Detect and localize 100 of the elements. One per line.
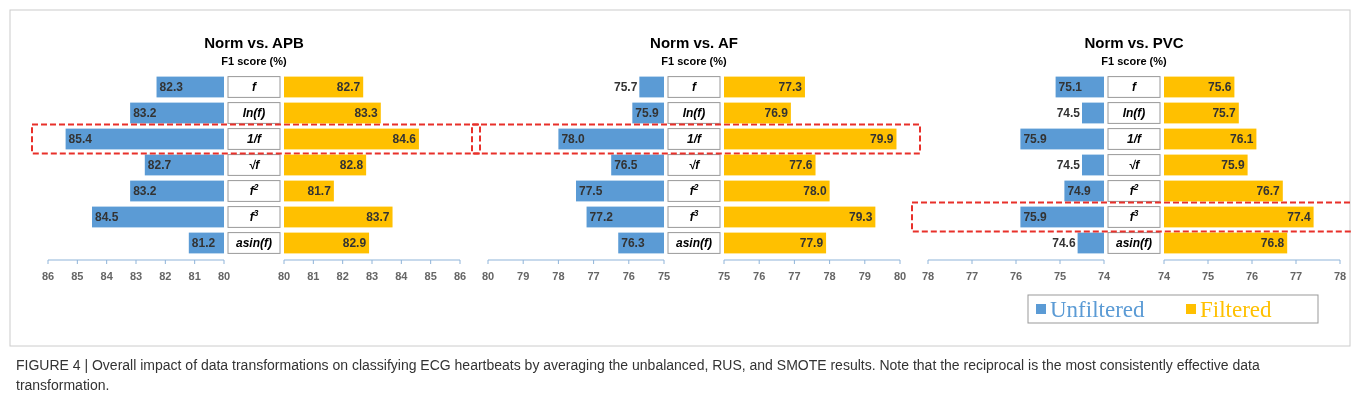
data-label: 77.4 <box>1287 210 1311 225</box>
y-tick-label: 1/f <box>246 132 262 147</box>
x-tick-label: 84 <box>395 270 409 282</box>
y-tick-label: ln(f) <box>1122 106 1146 121</box>
data-label: 77.9 <box>799 236 824 251</box>
x-tick-label: 75 <box>657 270 671 282</box>
chart-title: Norm vs. APB <box>204 34 304 51</box>
data-label: 82.8 <box>339 158 364 173</box>
y-tick-label: ln(f) <box>682 106 706 121</box>
x-tick-label: 86 <box>41 270 55 282</box>
data-label: 76.9 <box>764 106 789 121</box>
x-tick-label: 75 <box>1053 270 1067 282</box>
data-label: 84.6 <box>392 132 417 147</box>
data-label: 78.0 <box>561 132 586 147</box>
data-label: 76.5 <box>614 158 638 173</box>
x-tick-label: 83 <box>129 270 143 282</box>
y-tick-label: asin(f) <box>236 236 272 251</box>
x-tick-label: 76 <box>1009 270 1023 282</box>
legend-label: Unfiltered <box>1050 297 1146 322</box>
x-tick-label: 78 <box>921 270 935 282</box>
data-label: 75.7 <box>1212 106 1237 121</box>
data-label: 84.5 <box>95 210 119 225</box>
y-tick-label: f$^{3}$ <box>1129 208 1139 225</box>
x-tick-label: 85 <box>424 270 437 282</box>
x-tick-label: 82 <box>159 270 172 282</box>
data-label: 78.0 <box>803 184 827 199</box>
data-label: 77.2 <box>589 210 614 225</box>
data-label: 79.9 <box>870 132 894 147</box>
x-tick-label: 75 <box>717 270 731 282</box>
data-label: 82.3 <box>159 80 184 95</box>
x-tick-label: 81 <box>307 270 320 282</box>
data-label: 77.6 <box>789 158 813 173</box>
data-label: 74.9 <box>1067 184 1092 199</box>
data-label: 74.6 <box>1052 236 1076 251</box>
x-tick-label: 81 <box>188 270 201 282</box>
data-label: 82.9 <box>342 236 367 251</box>
y-tick-label: f <box>252 80 257 95</box>
data-label: 82.7 <box>336 80 361 95</box>
text: Norm vs. PVC <box>1084 34 1184 51</box>
x-tick-label: 82 <box>336 270 349 282</box>
y-tick-label: f <box>1132 80 1137 95</box>
y-tick-label: √f <box>248 158 261 173</box>
y-tick-label: 1/f <box>686 132 702 147</box>
x-tick-label: 83 <box>365 270 379 282</box>
y-tick-label: f$^{3}$ <box>689 208 699 225</box>
y-tick-label: f$^{3}$ <box>249 208 259 225</box>
y-tick-label: √f <box>1128 158 1141 173</box>
x-tick-label: 77 <box>1289 270 1303 282</box>
text: F1 score (%) <box>1101 55 1168 67</box>
x-tick-label: 79 <box>858 270 871 282</box>
data-label: 81.2 <box>191 236 216 251</box>
x-tick-label: 79 <box>517 270 530 282</box>
data-label: 74.5 <box>1056 106 1081 121</box>
data-label: 82.7 <box>147 158 172 173</box>
x-tick-label: 76 <box>622 270 635 282</box>
x-tick-label: 78 <box>552 270 565 282</box>
data-label: 75.9 <box>1221 158 1245 173</box>
x-tick-label: 80 <box>481 270 495 282</box>
y-tick-label: asin(f) <box>1116 236 1152 251</box>
text: Norm vs. AF <box>650 34 738 51</box>
text: F1 score (%) <box>661 55 728 67</box>
y-tick-label: f$^{2}$ <box>1129 182 1139 199</box>
x-tick-label: 76 <box>1245 270 1259 282</box>
x-tick-label: 74 <box>1157 270 1171 282</box>
data-label: 83.3 <box>354 106 379 121</box>
data-label: 75.9 <box>1023 132 1048 147</box>
data-label: 81.7 <box>307 184 332 199</box>
y-tick-label: f <box>692 80 697 95</box>
legend-label: Filtered <box>1200 297 1273 322</box>
x-tick-label: 75 <box>1201 270 1215 282</box>
data-label: 77.5 <box>579 184 603 199</box>
x-tick-label: 76 <box>753 270 766 282</box>
data-label: 75.1 <box>1058 80 1083 95</box>
x-tick-label: 77 <box>788 270 801 282</box>
y-tick-label: ln(f) <box>242 106 266 121</box>
x-tick-label: 77 <box>587 270 600 282</box>
data-label: 79.3 <box>849 210 873 225</box>
data-label: 76.7 <box>1256 184 1281 199</box>
data-label: 83.2 <box>133 184 157 199</box>
data-label: 74.5 <box>1056 158 1081 173</box>
x-tick-label: 84 <box>100 270 114 282</box>
y-tick-label: √f <box>688 158 701 173</box>
text: F1 score (%) <box>221 55 288 67</box>
y-tick-label: f$^{2}$ <box>249 182 259 199</box>
y-tick-label: f$^{2}$ <box>689 182 699 199</box>
y-tick-label: 1/f <box>1126 132 1142 147</box>
data-label: 83.7 <box>366 210 390 225</box>
data-label: 76.1 <box>1230 132 1254 147</box>
x-tick-label: 80 <box>217 270 231 282</box>
x-tick-label: 80 <box>277 270 291 282</box>
x-tick-label: 78 <box>1333 270 1347 282</box>
data-label: 85.4 <box>68 132 93 147</box>
data-label: 76.8 <box>1260 236 1285 251</box>
data-label: 83.2 <box>133 106 157 121</box>
x-tick-label: 74 <box>1097 270 1111 282</box>
x-tick-label: 77 <box>965 270 979 282</box>
data-label: 75.9 <box>1023 210 1048 225</box>
data-label: 77.3 <box>778 80 803 95</box>
caption: FIGURE 4 | Overall impact of data transformations on classifying ECG heartbeats by averaging the unbalanced, RUS, and SMOTE results. Note that the reciprocal is the most consistently effective data transformation. <box>16 357 1260 393</box>
x-tick-label: 86 <box>453 270 467 282</box>
